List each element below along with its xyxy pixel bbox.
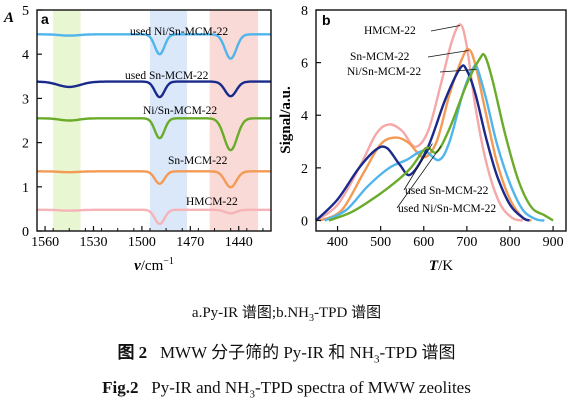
- panel-b-y-tick-label: 2: [301, 162, 308, 177]
- panel-a-series-label-2: used Sn-MCM-22: [125, 70, 209, 82]
- panel-a-y-tick-label: 4: [22, 48, 29, 63]
- panel-b-x-axis-unit: /K: [438, 258, 453, 274]
- panel-b-label-leader-4: [403, 143, 433, 191]
- panel-b-x-tick-label: 700: [456, 235, 477, 250]
- figure-caption-zh-a: MWW 分子筛的 Py-IR 和 NH: [159, 343, 375, 362]
- panel-a-shaded-band-3: [209, 10, 259, 231]
- panel-a-x-tick-label: 1440: [225, 235, 253, 250]
- panel-b-y-axis-label: Signal/a.u.: [278, 86, 294, 154]
- panel-a-x-tick-label: 1560: [31, 235, 59, 250]
- panel-b-label-leader-5: [396, 145, 442, 209]
- figure-caption-english: Fig.2 Py-IR and NH3-TPD spectra of MWW z…: [0, 378, 573, 400]
- panel-b-x-tick-label: 600: [413, 235, 434, 250]
- panel-a-y-tick-label: 0: [22, 225, 29, 240]
- panel-a-label: a: [41, 11, 49, 27]
- subfigure-caption-a: a.Py-IR 谱图;b.NH: [191, 305, 309, 321]
- panel-b-label-leader-3: [439, 69, 477, 73]
- figure-number-zh: 图 2: [117, 343, 148, 362]
- panel-a-x-axis-symbol: ν: [134, 258, 141, 274]
- figure-caption-zh-subscript: 3: [374, 353, 380, 366]
- panel-b-label: b: [322, 12, 331, 28]
- figure-caption-chinese: 图 2 MWW 分子筛的 Py-IR 和 NH3-TPD 谱图: [0, 338, 573, 365]
- panel-b-x-tick-label: 500: [370, 235, 391, 250]
- panel-b-x-tick-label: 800: [499, 235, 520, 250]
- panel-b-series-line-5: [328, 52, 554, 222]
- figure-caption-en-a: Py-IR and NH: [151, 378, 250, 397]
- panel-a-series-label-5: HMCM-22: [186, 196, 238, 208]
- panel-a-series-line-3: [36, 117, 271, 152]
- panel-a-series-line-1: [37, 33, 271, 60]
- panel-b-y-tick-label: 6: [301, 57, 308, 72]
- subfigure-caption-subscript: 3: [308, 313, 314, 324]
- panel-a-x-axis-exponent: −1: [163, 256, 174, 267]
- panel-a-y-tick-label: 3: [22, 92, 29, 107]
- subfigure-caption-b: -TPD 谱图: [313, 305, 382, 321]
- panel-b-series-line-1: [315, 23, 524, 222]
- panel-b-series-label-1: HMCM-22: [364, 25, 416, 37]
- panel-b-y-tick-label: 8: [301, 4, 308, 19]
- figure: 1560 1530 1500 1470 1440 0 1 2 3 4 5 a A used Ni/S…: [3, 4, 567, 274]
- panel-a-plot-frame: [36, 9, 272, 232]
- panel-b-series-label-5: used Ni/Sn-MCM-22: [398, 203, 496, 215]
- panel-b-series-label-2: Sn-MCM-22: [350, 51, 410, 63]
- panel-a-x-tick-label: 1530: [79, 235, 107, 250]
- panel-a-ir-spectra: 1560 1530 1500 1470 1440 0 1 2 3 4 5 a A used Ni/S…: [3, 4, 272, 274]
- figure-caption-en-b: -TPD spectra of MWW zeolites: [254, 378, 471, 397]
- panel-b-x-axis-label: T/K: [429, 258, 453, 274]
- panel-a-x-axis-label: ν/cm−1: [134, 256, 174, 274]
- figure-caption-zh-b: -TPD 谱图: [379, 343, 456, 362]
- panel-b-series-line-4: [315, 64, 530, 222]
- panel-b-plot-frame: [315, 9, 567, 232]
- panel-b-x-axis-symbol: T: [429, 258, 439, 274]
- panel-a-y-tick-label: 5: [22, 4, 29, 19]
- panel-a-y-tick-label: 2: [22, 137, 29, 152]
- panel-a-x-axis-unit: /cm: [141, 258, 164, 274]
- panel-b-x-tick-label: 400: [327, 235, 348, 250]
- subfigure-caption: a.Py-IR 谱图;b.NH3-TPD 谱图: [0, 301, 573, 324]
- figure-number-en: Fig.2: [102, 378, 139, 397]
- panel-b-y-tick-label: 4: [301, 109, 308, 124]
- panel-a-series-label-4: Sn-MCM-22: [168, 155, 228, 167]
- panel-b-y-tick-label: 0: [301, 214, 308, 229]
- panel-a-series-line-5: [37, 208, 271, 226]
- panel-b-label-leader-2: [427, 50, 469, 58]
- figure-caption-en-subscript: 3: [249, 388, 255, 401]
- panel-a-series-label-3: Ni/Sn-MCM-22: [143, 105, 217, 117]
- panel-a-series-line-2: [37, 80, 271, 99]
- panel-b-series-label-4: used Sn-MCM-22: [405, 185, 489, 197]
- panel-a-y-tick-label: 1: [22, 181, 29, 196]
- panel-b-tpd-profiles: 400 500 600 700 800 900 0 2 4 6 8 b Signal/a.u. HM…: [278, 4, 567, 274]
- panel-a-x-tick-label: 1470: [176, 235, 204, 250]
- panel-b-x-tick-label: 900: [543, 235, 564, 250]
- panel-b-label-leader-1: [430, 25, 461, 32]
- panel-b-series-label-3: Ni/Sn-MCM-22: [347, 66, 421, 78]
- panel-a-series-line-4: [36, 170, 271, 189]
- panel-a-x-tick-label: 1500: [128, 235, 156, 250]
- panel-a-y-axis-label: A: [3, 10, 14, 26]
- panel-b-series-line-3: [324, 63, 545, 222]
- panel-a-series-label-1: used Ni/Sn-MCM-22: [130, 26, 228, 38]
